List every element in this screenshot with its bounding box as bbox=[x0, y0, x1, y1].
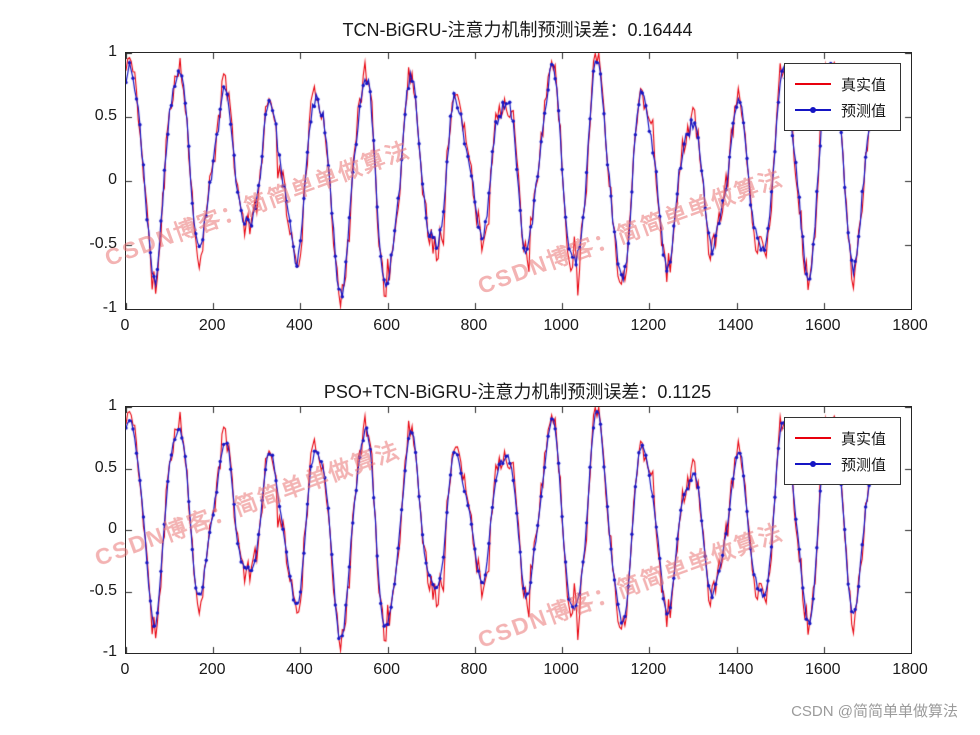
x-tick-label: 1200 bbox=[630, 317, 667, 334]
x-tick-label: 1600 bbox=[804, 661, 841, 678]
y-tick-label: 0 bbox=[108, 520, 117, 537]
y-tick-label: -1 bbox=[102, 299, 117, 316]
legend-label-actual: 真实值 bbox=[840, 76, 886, 94]
y-tick-label: 0.5 bbox=[94, 107, 117, 124]
series-canvas bbox=[126, 407, 911, 653]
x-tick-label: 0 bbox=[120, 317, 130, 334]
legend-label-actual: 真实值 bbox=[840, 430, 886, 448]
x-tick-label: 1800 bbox=[892, 661, 928, 678]
credit-text: CSDN @简简单单做算法 bbox=[791, 703, 958, 720]
y-tick-label: 0.5 bbox=[94, 458, 117, 476]
x-tick-label: 600 bbox=[373, 661, 400, 678]
legend-label-predicted: 预测值 bbox=[840, 102, 886, 120]
legend-marker-dot-icon bbox=[809, 461, 816, 467]
x-tick-label: 1800 bbox=[892, 317, 928, 334]
y-tick-label: 1 bbox=[108, 43, 117, 60]
x-tick-label: 1200 bbox=[630, 661, 667, 678]
legend-line-actual bbox=[794, 83, 831, 85]
plot-bottom: PSO+TCN-BiGRU-注意力机制预测误差：0.1125 真实值 预测值 0… bbox=[0, 352, 980, 692]
y-tick-label: -0.5 bbox=[89, 581, 117, 599]
x-tick-label: 0 bbox=[120, 661, 130, 678]
legend-entry-predicted: 预测值 bbox=[794, 451, 886, 477]
legend-entry-actual: 真实值 bbox=[794, 425, 886, 451]
x-tick-label: 600 bbox=[373, 317, 400, 334]
x-tick-label: 1000 bbox=[543, 317, 579, 334]
x-tick-label: 1000 bbox=[543, 661, 579, 678]
legend-line-predicted bbox=[794, 107, 831, 113]
plot-title: TCN-BiGRU-注意力机制预测误差：0.16444 bbox=[342, 20, 693, 40]
x-tick-label: 400 bbox=[286, 661, 313, 678]
legend-entry-actual: 真实值 bbox=[794, 71, 886, 97]
legend: 真实值 预测值 bbox=[783, 417, 901, 485]
legend-marker-dot-icon bbox=[809, 107, 816, 113]
x-tick-label: 800 bbox=[460, 317, 488, 334]
plot-area: 真实值 预测值 bbox=[125, 52, 912, 310]
series-canvas bbox=[126, 53, 911, 309]
x-tick-label: 200 bbox=[198, 317, 226, 334]
y-tick-label: 0 bbox=[108, 171, 117, 188]
plot-title: PSO+TCN-BiGRU-注意力机制预测误差：0.1125 bbox=[323, 382, 712, 402]
plot-top: TCN-BiGRU-注意力机制预测误差：0.16444 真实值 预测值 0 200… bbox=[0, 0, 980, 348]
legend: 真实值 预测值 bbox=[783, 63, 901, 131]
x-tick-label: 400 bbox=[286, 317, 313, 334]
x-tick-label: 1400 bbox=[717, 317, 754, 334]
x-tick-label: 200 bbox=[198, 661, 226, 678]
legend-label-predicted: 预测值 bbox=[840, 456, 886, 474]
y-tick-label: -1 bbox=[102, 643, 117, 660]
plot-area: 真实值 预测值 bbox=[125, 406, 912, 654]
x-tick-label: 800 bbox=[460, 661, 488, 678]
y-tick-label: 1 bbox=[108, 397, 117, 414]
x-tick-label: 1400 bbox=[717, 661, 754, 678]
x-tick-label: 1600 bbox=[804, 317, 841, 334]
legend-entry-predicted: 预测值 bbox=[794, 97, 886, 123]
legend-line-predicted bbox=[794, 461, 831, 467]
y-tick-label: -0.5 bbox=[89, 235, 117, 252]
legend-line-actual bbox=[794, 437, 831, 439]
